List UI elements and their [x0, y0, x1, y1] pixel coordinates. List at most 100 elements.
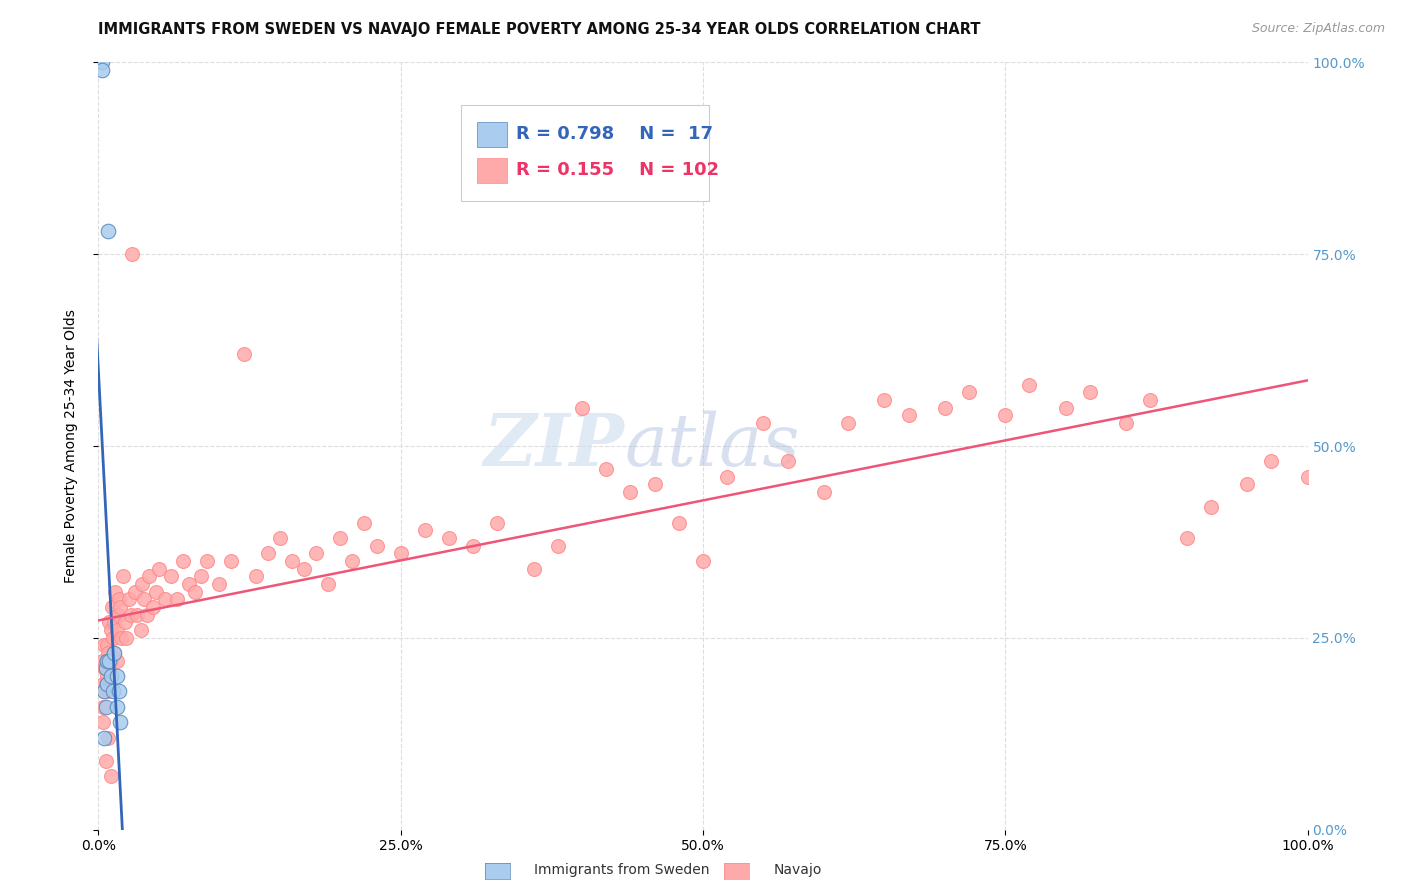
Point: [752, 416, 775, 430]
Point: [115, 631, 138, 645]
Text: Navajo: Navajo: [773, 863, 821, 877]
Point: [93, 639, 115, 653]
Point: [138, 569, 160, 583]
Point: [523, 562, 546, 576]
Point: [1199, 500, 1222, 515]
Point: [1260, 454, 1282, 468]
Point: [142, 600, 165, 615]
Point: [94, 654, 117, 668]
Point: [547, 539, 569, 553]
Point: [91, 699, 114, 714]
Point: [108, 592, 131, 607]
Point: [166, 592, 188, 607]
Point: [389, 546, 412, 560]
Point: [463, 539, 485, 553]
Point: [127, 607, 149, 622]
Point: [1236, 477, 1258, 491]
Point: [994, 409, 1017, 423]
Point: [245, 569, 267, 583]
Point: [329, 531, 352, 545]
Text: Immigrants from Sweden: Immigrants from Sweden: [534, 863, 710, 877]
Point: [94, 661, 117, 675]
Text: R = 0.798    N =  17: R = 0.798 N = 17: [516, 125, 713, 143]
Point: [486, 516, 509, 530]
Point: [105, 699, 128, 714]
Point: [105, 623, 128, 637]
Point: [837, 416, 859, 430]
Point: [269, 531, 291, 545]
Text: atlas: atlas: [624, 410, 800, 482]
Point: [644, 477, 666, 491]
Point: [97, 646, 120, 660]
Point: [1078, 385, 1101, 400]
Point: [316, 577, 339, 591]
Point: [134, 592, 156, 607]
Point: [934, 401, 956, 415]
Point: [111, 569, 134, 583]
Point: [190, 569, 212, 583]
Point: [292, 562, 315, 576]
Point: [91, 715, 114, 730]
Point: [96, 639, 118, 653]
Point: [108, 684, 131, 698]
Point: [97, 684, 120, 698]
Point: [98, 615, 121, 630]
Point: [110, 631, 132, 645]
FancyBboxPatch shape: [477, 158, 508, 183]
Point: [873, 392, 896, 407]
Point: [93, 684, 115, 698]
Point: [91, 654, 114, 668]
Point: [94, 677, 117, 691]
Point: [101, 631, 124, 645]
Point: [124, 584, 146, 599]
Point: [179, 577, 201, 591]
Point: [120, 607, 142, 622]
Point: [129, 623, 152, 637]
Point: [105, 654, 128, 668]
Point: [94, 699, 117, 714]
Point: [108, 600, 131, 615]
Point: [118, 592, 141, 607]
Point: [716, 469, 738, 483]
Point: [101, 684, 124, 698]
Point: [131, 577, 153, 591]
Point: [93, 731, 115, 745]
Point: [121, 247, 143, 261]
Point: [256, 546, 278, 560]
Point: [232, 347, 254, 361]
Point: [305, 546, 328, 560]
Point: [957, 385, 980, 400]
Point: [107, 607, 129, 622]
Text: Source: ZipAtlas.com: Source: ZipAtlas.com: [1251, 22, 1385, 36]
Point: [595, 462, 617, 476]
Point: [413, 524, 436, 538]
Point: [1018, 377, 1040, 392]
Point: [153, 592, 176, 607]
Point: [571, 401, 593, 415]
Point: [145, 584, 167, 599]
Point: [100, 600, 122, 615]
Point: [96, 669, 118, 683]
Point: [91, 677, 114, 691]
Point: [776, 454, 799, 468]
Point: [668, 516, 690, 530]
Point: [1139, 392, 1161, 407]
Point: [105, 669, 128, 683]
FancyBboxPatch shape: [477, 121, 508, 147]
Point: [100, 654, 122, 668]
Y-axis label: Female Poverty Among 25-34 Year Olds: Female Poverty Among 25-34 Year Olds: [63, 309, 77, 583]
Point: [195, 554, 218, 568]
Point: [100, 669, 122, 683]
Point: [208, 577, 231, 591]
Point: [172, 554, 194, 568]
Point: [148, 562, 170, 576]
Point: [91, 55, 114, 70]
Point: [103, 646, 125, 660]
Point: [93, 661, 115, 675]
Text: IMMIGRANTS FROM SWEDEN VS NAVAJO FEMALE POVERTY AMONG 25-34 YEAR OLDS CORRELATIO: IMMIGRANTS FROM SWEDEN VS NAVAJO FEMALE …: [98, 22, 981, 37]
Point: [366, 539, 388, 553]
FancyBboxPatch shape: [461, 104, 709, 201]
Point: [135, 607, 157, 622]
Point: [100, 623, 122, 637]
Point: [104, 584, 127, 599]
